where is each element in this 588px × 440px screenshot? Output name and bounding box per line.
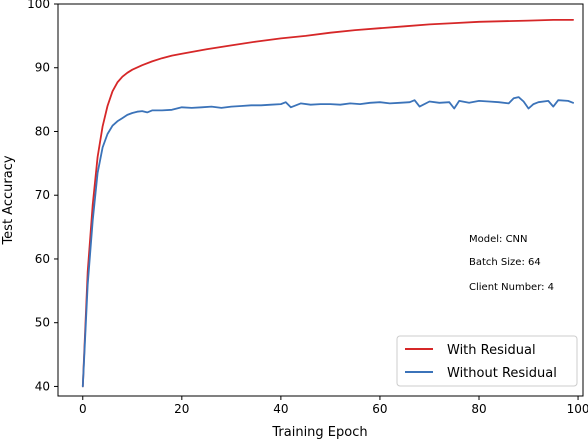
x-tick-label: 60 xyxy=(372,402,387,416)
y-tick-label: 50 xyxy=(35,316,50,330)
y-tick-label: 100 xyxy=(27,0,50,11)
x-tick-label: 80 xyxy=(471,402,486,416)
x-axis-label: Training Epoch xyxy=(271,425,367,440)
series-line-without-residual xyxy=(81,96,574,388)
y-tick-label: 40 xyxy=(35,379,50,393)
series-line-with-residual xyxy=(81,18,574,388)
y-tick-label: 60 xyxy=(35,252,50,266)
y-tick-label: 70 xyxy=(35,188,50,202)
annotation-client-number: Client Number: 4 xyxy=(469,282,554,293)
x-tick-label: 20 xyxy=(174,402,189,416)
annotation-batch-size: Batch Size: 64 xyxy=(469,257,541,268)
legend-box xyxy=(396,335,578,387)
y-tick-label: 80 xyxy=(35,124,50,138)
plot-frame xyxy=(57,3,584,397)
series-lines xyxy=(81,18,574,388)
y-axis-label: Test Accuracy xyxy=(1,155,16,245)
y-tick-label: 90 xyxy=(35,61,50,75)
legend-label-without-residual: Without Residual xyxy=(447,366,557,381)
legend: With Residual Without Residual xyxy=(396,335,578,387)
annotation-model: Model: CNN xyxy=(469,234,528,245)
x-tick-label: 100 xyxy=(567,402,588,416)
x-tick-label: 0 xyxy=(79,402,87,416)
legend-label-with-residual: With Residual xyxy=(447,343,536,358)
y-axis-ticks: 40 50 60 70 80 90 100 xyxy=(27,0,58,393)
x-tick-label: 40 xyxy=(273,402,288,416)
x-axis-ticks: 0 20 40 60 80 100 xyxy=(79,396,588,416)
